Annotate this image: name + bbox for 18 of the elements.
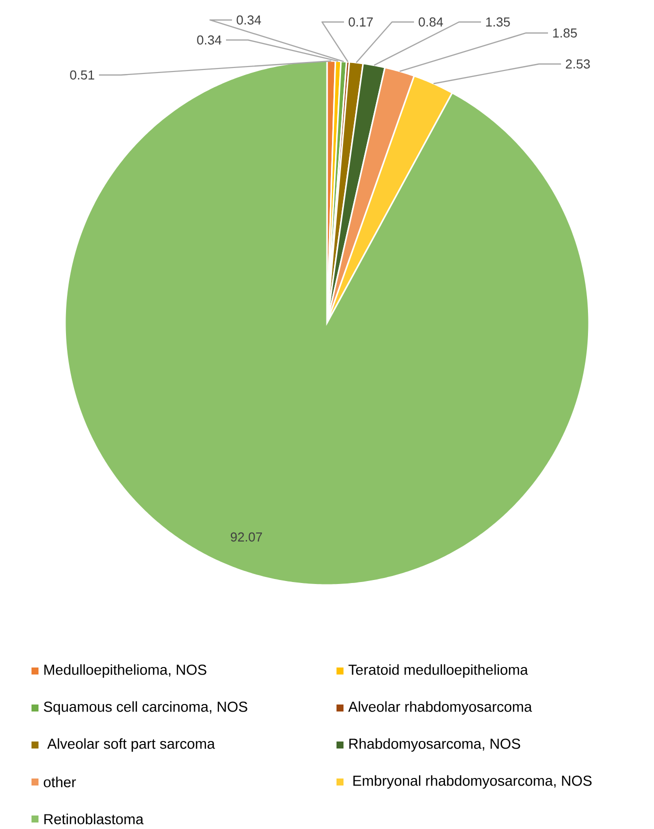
legend-label: Alveolar rhabdomyosarcoma: [348, 701, 532, 715]
data-label: 0.34: [236, 15, 262, 25]
legend-label: Retinoblastoma: [44, 814, 144, 824]
data-label: 0.84: [418, 17, 444, 27]
data-label: 0.34: [197, 35, 222, 45]
legend-label: Rhabdomyosarcoma, NOS: [349, 738, 520, 752]
legend-label: Embryonal rhabdomyosarcoma, NOS: [353, 775, 592, 789]
data-label: 1.85: [553, 28, 577, 38]
data-label: 0.17: [348, 17, 373, 27]
legend-label: Teratoid medulloepithelioma: [348, 664, 528, 678]
legend-label: Alveolar soft part sarcoma: [47, 738, 215, 752]
legend-label: other: [44, 776, 76, 788]
data-label: 0.51: [70, 70, 94, 80]
legend-label: Medulloepithelioma, NOS: [44, 664, 206, 678]
legend-label: Squamous cell carcinoma, NOS: [44, 701, 248, 715]
data-label: 2.53: [566, 59, 590, 69]
data-label: 1.35: [486, 17, 510, 27]
data-label: 92.07: [230, 532, 262, 542]
